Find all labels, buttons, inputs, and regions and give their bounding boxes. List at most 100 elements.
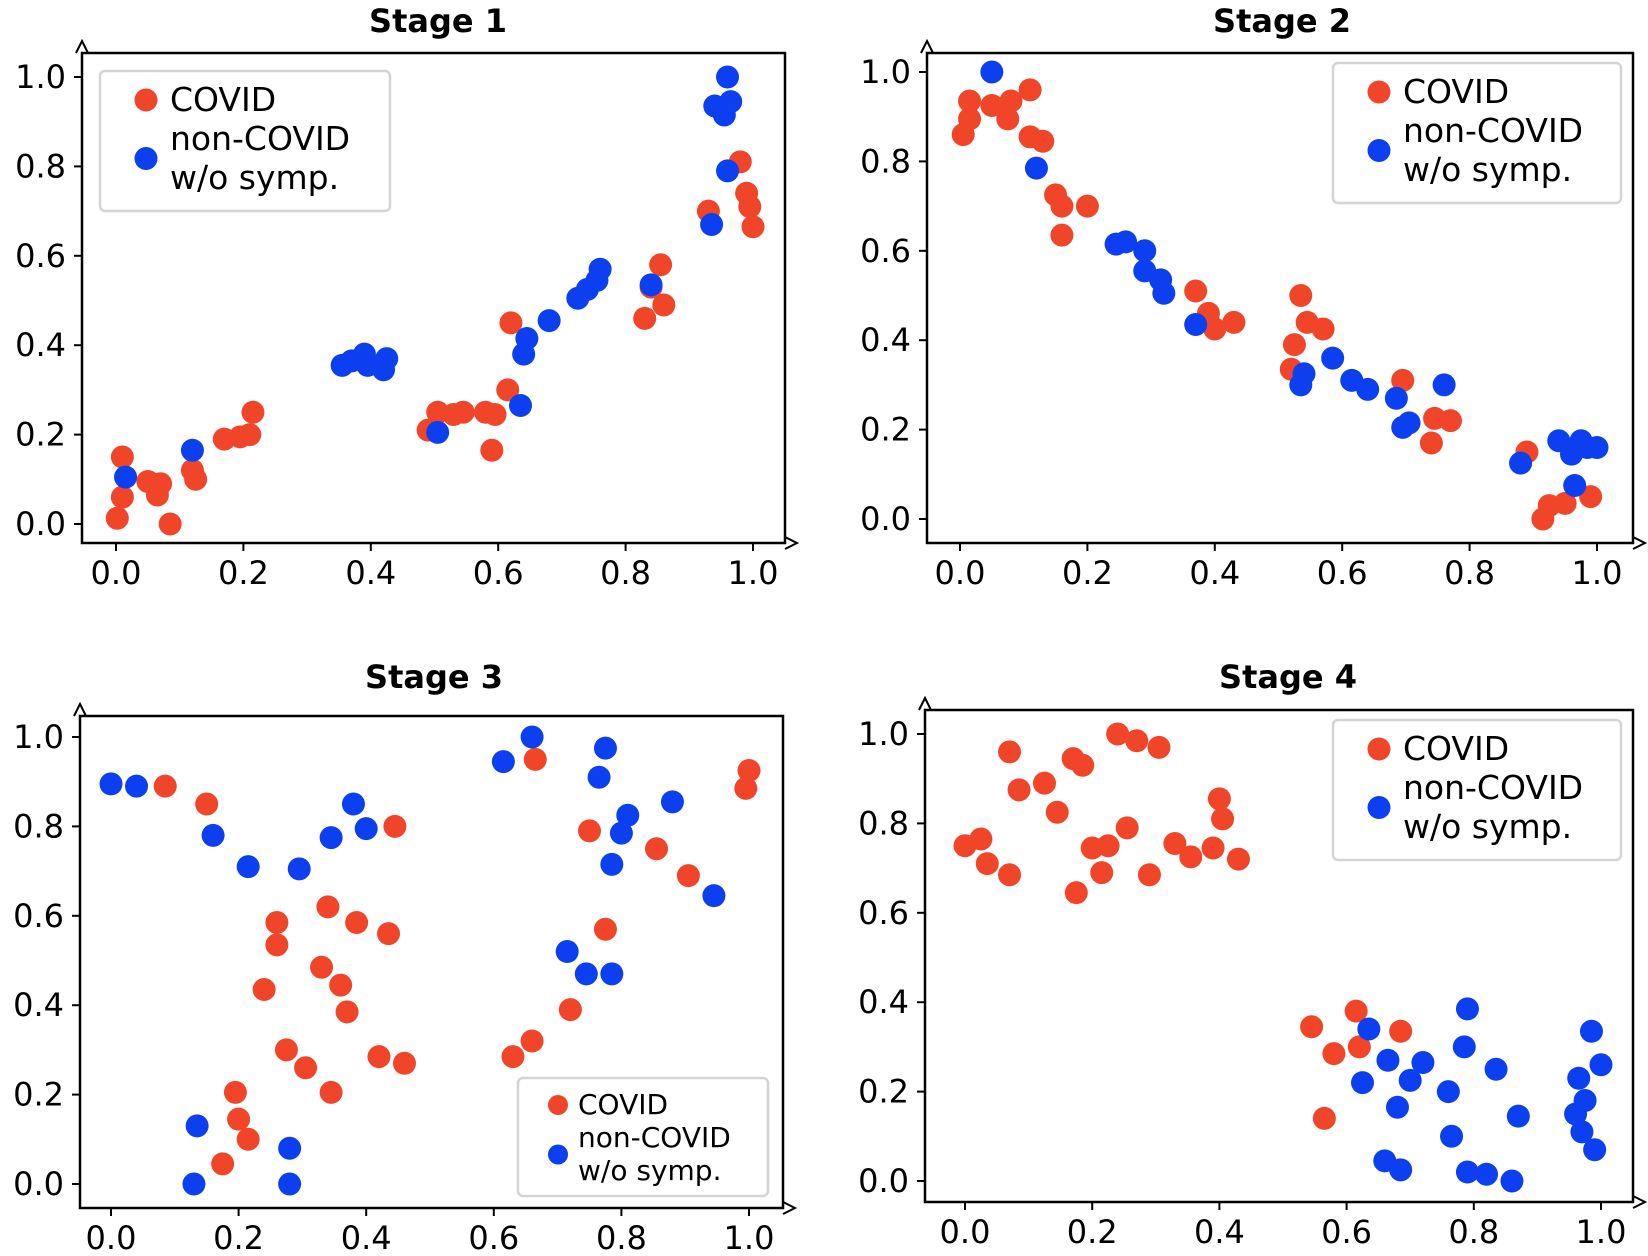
- data-point: [593, 917, 617, 941]
- data-point: [367, 1045, 391, 1069]
- plot-frame: [923, 708, 1635, 1204]
- data-point: [660, 790, 684, 814]
- x-tick-label: 0.2: [1062, 554, 1113, 592]
- legend-marker-noncovid: [134, 147, 158, 170]
- data-point: [153, 774, 177, 798]
- chart-title: Stage 1: [369, 2, 507, 40]
- y-tick-label: 0.0: [13, 1165, 64, 1203]
- data-point: [1398, 1068, 1422, 1092]
- x-tick-label: 0.6: [1317, 554, 1368, 592]
- legend-label-covid: COVID: [170, 80, 276, 119]
- y-tick-label: 0.6: [13, 897, 64, 935]
- data-point: [1351, 1071, 1374, 1095]
- series-noncovid: [114, 65, 743, 489]
- data-point: [998, 863, 1022, 887]
- data-point: [1570, 1120, 1594, 1144]
- legend-marker-noncovid: [548, 1144, 568, 1165]
- data-point: [451, 400, 475, 424]
- data-point: [1184, 279, 1208, 303]
- data-point: [180, 438, 204, 462]
- data-point: [1282, 333, 1306, 357]
- data-point: [719, 90, 743, 114]
- panel-stage-4: Stage 4 0.0 0.2 0.4 0.6 0.8 1.0 0.0 0.2 0.4 0.6 0.8…: [858, 658, 1648, 1251]
- data-point: [1432, 373, 1456, 397]
- data-point: [1506, 1104, 1530, 1128]
- data-point: [223, 1080, 247, 1104]
- data-point: [1312, 1106, 1336, 1130]
- x-tick-label: 0.6: [1321, 1213, 1372, 1251]
- x-axis-arrow: [782, 1201, 798, 1215]
- y-tick-label: 0.8: [860, 142, 911, 180]
- panel-stage-1: Stage 1 0.0 0.2 0.4 0.6 0.8 1.0 0.0 0.2 0.4 0.6 0.8…: [15, 2, 800, 592]
- data-point: [1201, 836, 1225, 860]
- data-point: [520, 725, 544, 749]
- data-point: [499, 311, 523, 335]
- data-point: [716, 65, 740, 89]
- data-point: [1179, 845, 1203, 869]
- data-point: [574, 962, 598, 986]
- data-point: [1397, 411, 1421, 435]
- x-tick-label: 0.6: [473, 554, 524, 592]
- y-tick-label: 0.4: [860, 321, 911, 359]
- data-point: [335, 1000, 359, 1024]
- data-point: [958, 89, 982, 113]
- data-point: [609, 821, 633, 845]
- plot-frame: [78, 714, 785, 1210]
- y-tick-label: 0.0: [858, 1162, 909, 1200]
- data-point: [998, 740, 1022, 764]
- data-point: [310, 955, 334, 979]
- x-tick-label: 0.0: [935, 554, 986, 592]
- legend-label-wo-symp: w/o symp.: [1403, 807, 1572, 846]
- y-tick-label: 0.2: [858, 1073, 909, 1111]
- data-point: [1579, 1019, 1603, 1043]
- data-point: [1376, 1048, 1400, 1072]
- data-point: [265, 911, 289, 935]
- data-point: [227, 1107, 251, 1131]
- data-point: [520, 1029, 544, 1053]
- y-axis-arrow: [73, 701, 87, 717]
- data-point: [700, 213, 724, 237]
- x-tick-label: 0.8: [596, 1219, 647, 1256]
- data-point: [1050, 223, 1074, 247]
- data-point: [125, 774, 149, 798]
- legend-box: [516, 1076, 770, 1198]
- y-tick-label: 0.0: [15, 505, 66, 543]
- data-point: [110, 485, 134, 509]
- y-tick-label: 0.6: [860, 232, 911, 270]
- data-point: [1147, 735, 1171, 759]
- data-point: [1322, 1042, 1346, 1066]
- data-point: [515, 326, 539, 350]
- panel-stage-2: Stage 2 0.0 0.2 0.4 0.6 0.8 1.0 0.0 0.2 0.4 0.6 0.8…: [860, 2, 1648, 592]
- legend-box: [98, 69, 392, 213]
- data-point: [184, 467, 208, 491]
- legend-label-noncovid: non-COVID: [170, 119, 350, 158]
- data-point: [287, 857, 311, 881]
- data-point: [644, 837, 668, 861]
- y-tick-label: 1.0: [860, 53, 911, 91]
- legend-marker-covid: [1367, 737, 1391, 761]
- data-point: [195, 792, 219, 816]
- y-axis-arrow: [918, 695, 932, 711]
- x-tick-label: 0.0: [86, 1219, 137, 1256]
- data-point: [375, 347, 399, 371]
- data-point: [1419, 431, 1443, 455]
- data-point: [1203, 317, 1227, 341]
- data-point: [319, 1080, 343, 1104]
- data-point: [392, 1051, 416, 1075]
- data-point: [491, 750, 515, 774]
- data-point: [588, 257, 612, 281]
- data-point: [294, 1056, 318, 1080]
- x-axis-arrow: [1632, 536, 1648, 550]
- y-tick-label: 0.8: [15, 147, 66, 185]
- data-point: [341, 792, 365, 816]
- data-point: [734, 776, 758, 800]
- x-tick-label: 0.6: [468, 1219, 519, 1256]
- y-tick-label: 0.2: [15, 416, 66, 454]
- data-point: [1585, 435, 1609, 459]
- data-point: [1344, 999, 1368, 1023]
- x-tick-label: 0.4: [1194, 1213, 1245, 1251]
- data-point: [377, 922, 401, 946]
- series-covid: [953, 722, 1413, 1130]
- data-point: [1184, 313, 1208, 337]
